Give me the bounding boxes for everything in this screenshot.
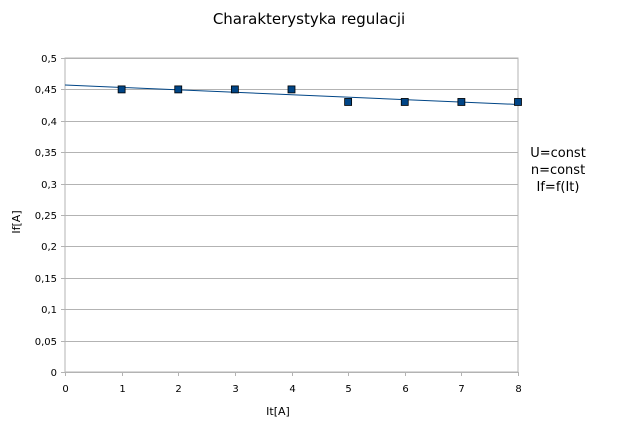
grid bbox=[61, 58, 518, 373]
data-point bbox=[344, 98, 353, 106]
x-tick-label: 3 bbox=[232, 384, 238, 395]
annotation-line-1: U=const bbox=[530, 146, 586, 161]
data-points bbox=[117, 85, 522, 106]
data-point bbox=[287, 85, 296, 94]
data-point bbox=[457, 98, 466, 106]
y-tick-label: 0,2 bbox=[41, 242, 57, 253]
y-tick-label: 0,35 bbox=[35, 148, 57, 159]
y-tick-label: 0,45 bbox=[35, 85, 57, 96]
y-tick-label: 0,25 bbox=[35, 211, 57, 222]
data-point bbox=[400, 98, 409, 106]
x-tick-label: 5 bbox=[345, 384, 351, 395]
y-tick-label: 0,05 bbox=[35, 337, 57, 348]
plot-area bbox=[64, 57, 519, 373]
y-axis-label: If[A] bbox=[10, 210, 23, 233]
annotation-block: U=const n=const If=f(It) bbox=[530, 146, 586, 195]
y-tick-label: 0,3 bbox=[41, 180, 57, 191]
y-tick-label: 0,1 bbox=[41, 305, 57, 316]
data-point bbox=[514, 98, 522, 106]
trendline bbox=[64, 84, 519, 105]
y-axis-ticks: 0 0,05 0,1 0,15 0,2 0,25 0,3 0,35 0,4 0,45 0,5 bbox=[35, 54, 57, 379]
x-tick-label: 6 bbox=[402, 384, 408, 395]
annotation-line-2: n=const bbox=[531, 163, 585, 178]
data-point bbox=[117, 85, 126, 94]
x-tick-label: 1 bbox=[119, 384, 125, 395]
x-tick-label: 4 bbox=[289, 384, 295, 395]
data-point bbox=[230, 85, 239, 94]
x-axis-ticks: 0 1 2 3 4 5 6 7 8 bbox=[62, 372, 522, 395]
data-point bbox=[174, 85, 183, 94]
annotation-line-3: If=f(It) bbox=[537, 180, 580, 195]
y-tick-label: 0,15 bbox=[35, 274, 57, 285]
x-tick-label: 7 bbox=[458, 384, 464, 395]
x-axis-label: It[A] bbox=[266, 405, 290, 418]
y-tick-label: 0 bbox=[51, 368, 57, 379]
y-tick-label: 0,5 bbox=[41, 54, 57, 65]
x-tick-label: 0 bbox=[62, 384, 68, 395]
chart-title: Charakterystyka regulacji bbox=[213, 10, 405, 28]
x-tick-label: 8 bbox=[515, 384, 521, 395]
y-tick-label: 0,4 bbox=[41, 117, 57, 128]
x-tick-label: 2 bbox=[175, 384, 181, 395]
